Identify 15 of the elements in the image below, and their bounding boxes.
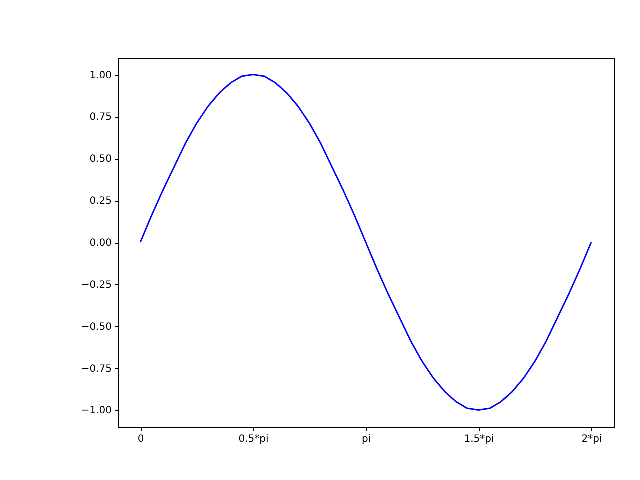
- y-tick-label: 0.25: [90, 196, 112, 208]
- y-tick-label: 0.75: [90, 112, 112, 124]
- x-tick-label: 0: [138, 434, 144, 445]
- x-tick-label: 2*pi: [582, 434, 602, 445]
- line-series: [140, 74, 592, 411]
- y-tick-label: −0.75: [81, 364, 112, 375]
- x-tick-label: 1.5*pi: [464, 434, 494, 445]
- y-tick-label: 0.50: [90, 154, 112, 166]
- y-tick-label: 1.00: [90, 70, 112, 82]
- y-tick-label: −0.50: [81, 322, 112, 333]
- y-tick-label: −0.25: [81, 280, 112, 291]
- y-tick-label: −1.00: [81, 406, 112, 417]
- y-tick-label: 0.00: [90, 238, 112, 249]
- x-tick-label: pi: [362, 434, 372, 445]
- x-tick-label: 0.5*pi: [238, 434, 269, 445]
